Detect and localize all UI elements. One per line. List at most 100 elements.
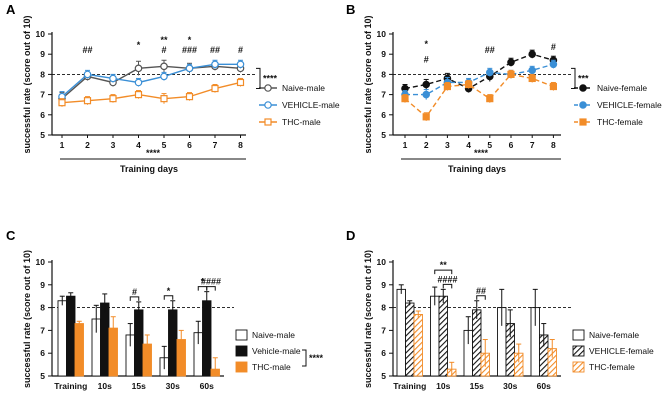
x-tick-label: 10s	[436, 381, 450, 391]
bar	[57, 300, 67, 377]
data-point	[236, 60, 245, 69]
legend-label: THC-female	[597, 117, 643, 127]
data-point	[160, 62, 168, 71]
bar	[66, 295, 76, 377]
y-tick-label: 7	[381, 90, 386, 100]
y-tick-label: 7	[381, 325, 386, 335]
data-point	[83, 97, 92, 105]
y-tick-label: 10	[377, 29, 387, 39]
panel-letter: A	[6, 2, 16, 17]
legend-swatch	[235, 361, 248, 373]
data-point	[83, 70, 92, 79]
data-point	[211, 60, 219, 69]
legend-label: Naive-female	[597, 83, 647, 93]
y-tick-label: 5	[381, 130, 386, 140]
data-point	[109, 74, 117, 83]
legend-marker	[264, 84, 272, 92]
bar	[74, 323, 84, 377]
significance-label: *	[188, 35, 192, 45]
bar	[202, 300, 212, 377]
bar	[168, 309, 178, 377]
significance-label: ##	[210, 45, 220, 55]
legend-label: Naive-male	[252, 330, 295, 340]
data-point	[549, 60, 558, 69]
y-tick-label: 8	[381, 69, 386, 79]
data-point	[549, 82, 558, 91]
y-axis-label: successful rate (score out of 10)	[363, 250, 373, 388]
legend-label: THC-female	[589, 362, 635, 372]
x-tick-label: 5	[487, 140, 492, 150]
significance-label: ####	[201, 277, 221, 287]
data-point	[160, 72, 168, 81]
data-point	[528, 50, 537, 59]
y-tick-label: 9	[381, 280, 386, 290]
legend-label: Naive-female	[589, 330, 639, 340]
significance-label: *	[137, 40, 141, 50]
legend-swatch	[572, 361, 585, 373]
legend-swatch	[235, 345, 248, 357]
x-tick-label: 6	[509, 140, 514, 150]
data-point	[528, 66, 537, 75]
y-tick-label: 9	[40, 49, 45, 59]
data-point	[109, 95, 117, 103]
x-tick-label: 15s	[470, 381, 484, 391]
data-point	[528, 74, 536, 83]
significance-bracket	[206, 286, 216, 291]
data-point	[401, 95, 409, 103]
legend-marker	[579, 101, 587, 109]
bottom-bar-label: ****	[146, 148, 161, 158]
side-bracket	[571, 67, 576, 90]
significance-label: ###	[182, 45, 197, 55]
significance-label: #	[238, 45, 243, 55]
significance-label: ##	[82, 45, 92, 55]
x-tick-label: 60s	[537, 381, 551, 391]
panel-letter: C	[6, 228, 16, 243]
significance-bracket	[434, 269, 453, 275]
x-tick-label: 8	[238, 140, 243, 150]
panel-letter: B	[346, 2, 355, 17]
panel-b: B 5 6 7 8 9 10 successful rate (score out of 10…	[346, 2, 662, 174]
y-tick-label: 6	[40, 110, 45, 120]
y-tick-label: 8	[40, 303, 45, 313]
legend-swatch	[235, 329, 248, 341]
bar	[472, 309, 482, 377]
data-point	[134, 78, 143, 87]
bar	[405, 302, 415, 377]
x-tick-label: Training	[393, 381, 426, 391]
x-tick-label: 3	[445, 140, 450, 150]
x-tick-label: 60s	[200, 381, 214, 391]
x-tick-label: 3	[111, 140, 116, 150]
y-tick-label: 5	[381, 371, 386, 381]
data-point	[507, 58, 515, 67]
significance-label: ##	[485, 45, 495, 55]
y-tick-label: 5	[40, 130, 45, 140]
y-tick-label: 6	[381, 110, 386, 120]
x-tick-label: 30s	[166, 381, 180, 391]
significance-label: #	[424, 54, 429, 64]
legend-label: VEHICLE-female	[589, 346, 654, 356]
significance-label: #	[132, 287, 137, 297]
legend-label: VEHICLE-female	[597, 100, 662, 110]
data-point	[134, 90, 143, 99]
y-axis-label: successful rate (score out of 10)	[22, 250, 32, 388]
bar	[134, 309, 144, 377]
x-tick-label: 15s	[132, 381, 146, 391]
x-tick-label: 8	[551, 140, 556, 150]
significance-label: **	[160, 35, 168, 45]
data-point	[465, 80, 473, 89]
significance-bracket	[197, 286, 208, 291]
bar	[396, 288, 406, 377]
x-tick-label: Training	[54, 381, 87, 391]
side-bracket	[302, 349, 307, 367]
x-tick-label: 2	[424, 140, 429, 150]
x-tick-label: 1	[60, 140, 65, 150]
x-tick-label: 30s	[503, 381, 517, 391]
data-point	[422, 90, 431, 99]
data-point	[236, 78, 245, 87]
y-tick-label: 10	[377, 257, 387, 267]
x-tick-label: 7	[530, 140, 535, 150]
significance-label: **	[440, 260, 448, 270]
legend-marker	[579, 118, 587, 126]
legend-marker	[264, 118, 272, 126]
